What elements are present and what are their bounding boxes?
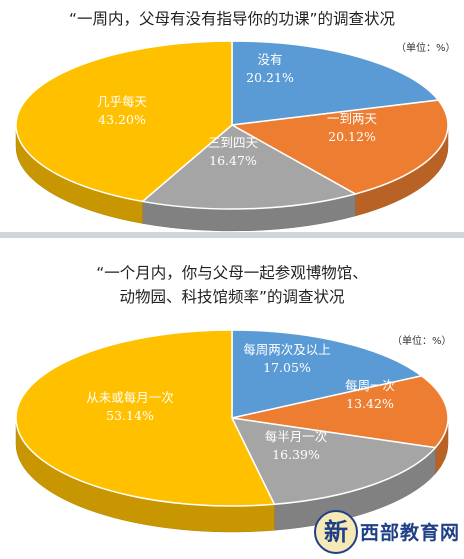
pie-2-slice-4 xyxy=(15,329,276,507)
pie-2-slice-1 xyxy=(231,329,424,419)
logo-text: 西部教育网 xyxy=(360,522,461,544)
pie-1-value-3: 16.47% xyxy=(209,153,257,168)
chart-2-title-line-2: 动物园、科技馆频率”的调查状况 xyxy=(119,288,345,306)
pie-2-value-4: 53.14% xyxy=(106,408,154,423)
pie-1-label-2: 一到两天 xyxy=(327,111,378,126)
pie-2-label-2: 每周一次 xyxy=(345,378,395,393)
pie-1-slice-3 xyxy=(140,124,358,210)
pie-2-label-1: 每周两次及以上 xyxy=(243,342,331,357)
pie-1-slice-4 xyxy=(15,40,233,203)
logo-mark: 新 xyxy=(314,510,358,554)
site-logo: 新 西部教育网 xyxy=(314,508,464,559)
divider xyxy=(0,232,464,238)
pie-2-label-3: 每半月一次 xyxy=(265,429,328,444)
chart-1-unit-note: （单位：%） xyxy=(396,43,456,54)
pie-1-value-2: 20.12% xyxy=(328,129,376,144)
pie-1-value-4: 43.20% xyxy=(98,112,146,127)
pie-1-label-1: 没有 xyxy=(257,52,282,67)
pie-2-slice-2 xyxy=(231,375,449,449)
chart-1-title: “一周内，父母有没有指导你的功课”的调查状况 xyxy=(68,10,396,28)
pie-chart-2: 每周两次及以上 17.05% 每周一次 13.42% 每半月一次 16.39% 从未或每月一… xyxy=(15,329,449,533)
pie-1-label-4: 几乎每天 xyxy=(97,94,148,109)
chart-2-title-line-1: “一个月内，你与父母一起参观博物馆、 xyxy=(96,264,368,282)
pie-chart-1: 没有 20.21% 一到两天 20.12% 三到四天 16.47% 几乎每天 43.20% xyxy=(15,40,449,232)
pie-2-value-1: 17.05% xyxy=(263,360,311,375)
pie-1-slice-1 xyxy=(231,40,440,126)
pie-2-label-4: 从未或每月一次 xyxy=(86,390,174,405)
chart-2-unit-note: （单位：%） xyxy=(392,336,452,347)
pie-1-label-3: 三到四天 xyxy=(208,135,259,150)
pie-1-slice-2 xyxy=(229,99,449,195)
pie-2-slice-3 xyxy=(230,417,437,506)
pie-2-value-2: 13.42% xyxy=(346,396,394,411)
pie-2-value-3: 16.39% xyxy=(272,447,320,462)
pie-1-value-1: 20.21% xyxy=(246,70,294,85)
